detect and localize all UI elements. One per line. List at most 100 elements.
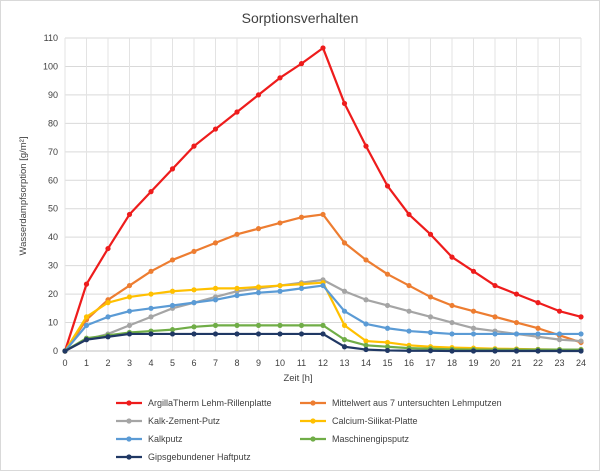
data-point <box>513 348 520 354</box>
data-point <box>126 211 133 218</box>
data-point <box>492 331 498 337</box>
data-point <box>105 300 111 306</box>
data-point <box>470 348 477 354</box>
legend: ArgillaTherm Lehm-Rillenplatte Mittelwert… <box>116 398 502 462</box>
data-point <box>277 282 283 289</box>
data-point <box>320 211 326 218</box>
data-point <box>191 331 197 337</box>
data-point <box>255 92 262 98</box>
data-point <box>427 329 434 336</box>
data-point <box>535 300 541 306</box>
data-point <box>578 348 584 354</box>
x-tick-label: 0 <box>62 358 67 368</box>
data-point <box>83 314 90 320</box>
series-7 <box>62 331 584 354</box>
data-point <box>169 302 176 309</box>
data-point <box>384 344 391 350</box>
data-point <box>513 319 520 326</box>
data-point <box>83 337 90 343</box>
x-tick-label: 15 <box>382 358 392 368</box>
data-point <box>277 220 283 226</box>
data-point <box>234 109 240 115</box>
y-tick-label: 50 <box>48 204 58 214</box>
data-point <box>535 325 541 331</box>
data-point <box>384 325 391 331</box>
data-point <box>363 338 369 344</box>
data-point <box>169 166 176 172</box>
y-axis-ticks: 0 10 20 30 40 50 60 70 80 90 100 110 <box>43 33 58 356</box>
x-tick-label: 9 <box>256 358 261 368</box>
data-point <box>470 331 477 337</box>
data-point <box>255 331 262 337</box>
legend-label: Gipsgebundener Haftputz <box>148 452 251 462</box>
data-point <box>212 322 219 328</box>
data-point <box>191 287 197 293</box>
data-point <box>169 257 176 263</box>
data-point <box>492 282 498 289</box>
data-point <box>341 288 348 294</box>
legend-item: Gipsgebundener Haftputz <box>116 452 251 462</box>
x-tick-label: 23 <box>554 358 564 368</box>
x-tick-label: 16 <box>404 358 414 368</box>
data-point <box>126 322 133 328</box>
data-point <box>341 100 348 107</box>
x-tick-label: 2 <box>105 358 110 368</box>
data-point <box>449 254 455 260</box>
data-point <box>513 331 520 337</box>
data-point <box>277 322 283 328</box>
x-axis-ticks: 0 1 2 3 4 5 6 7 8 9 10 11 12 13 14 15 16 17 18 19 20 21 22 23 24 <box>62 358 586 368</box>
data-point <box>363 346 369 353</box>
data-point <box>384 347 391 354</box>
data-point <box>234 322 240 328</box>
series-lines <box>62 45 584 354</box>
legend-marker <box>126 400 132 406</box>
data-point <box>83 322 90 328</box>
data-point <box>384 302 391 309</box>
data-point <box>427 294 434 300</box>
x-tick-label: 7 <box>213 358 218 368</box>
data-point <box>449 348 455 354</box>
data-point <box>578 331 584 337</box>
data-point <box>105 334 111 340</box>
data-point <box>277 288 283 294</box>
legend-marker <box>126 436 132 442</box>
x-tick-label: 24 <box>576 358 586 368</box>
y-tick-label: 90 <box>48 90 58 100</box>
data-point <box>363 321 369 327</box>
data-point <box>578 314 584 320</box>
data-point <box>83 281 90 287</box>
legend-label: ArgillaTherm Lehm-Rillenplatte <box>148 398 272 408</box>
data-point <box>320 322 326 328</box>
data-point <box>212 285 219 291</box>
data-point <box>470 308 477 314</box>
x-tick-label: 13 <box>339 358 349 368</box>
data-point <box>320 331 326 337</box>
x-tick-label: 21 <box>511 358 521 368</box>
chart-title: Sorptionsverhalten <box>242 10 359 26</box>
data-point <box>234 285 240 291</box>
data-point <box>191 324 197 330</box>
data-point <box>234 231 240 237</box>
legend-item: Maschinengipsputz <box>300 434 410 444</box>
data-point <box>384 183 391 189</box>
data-point <box>148 268 154 274</box>
data-point <box>535 348 541 354</box>
data-point <box>191 143 197 149</box>
y-tick-label: 0 <box>53 346 58 356</box>
data-point <box>148 291 154 297</box>
data-point <box>470 268 477 274</box>
data-point <box>169 288 176 294</box>
data-point <box>427 231 434 237</box>
y-tick-label: 30 <box>48 261 58 271</box>
data-point <box>406 211 412 218</box>
data-point <box>126 282 133 289</box>
data-point <box>427 348 434 354</box>
x-tick-label: 18 <box>447 358 457 368</box>
data-point <box>470 325 477 331</box>
data-point <box>363 143 369 149</box>
x-tick-label: 14 <box>361 358 371 368</box>
data-point <box>234 292 240 299</box>
x-tick-label: 4 <box>148 358 153 368</box>
